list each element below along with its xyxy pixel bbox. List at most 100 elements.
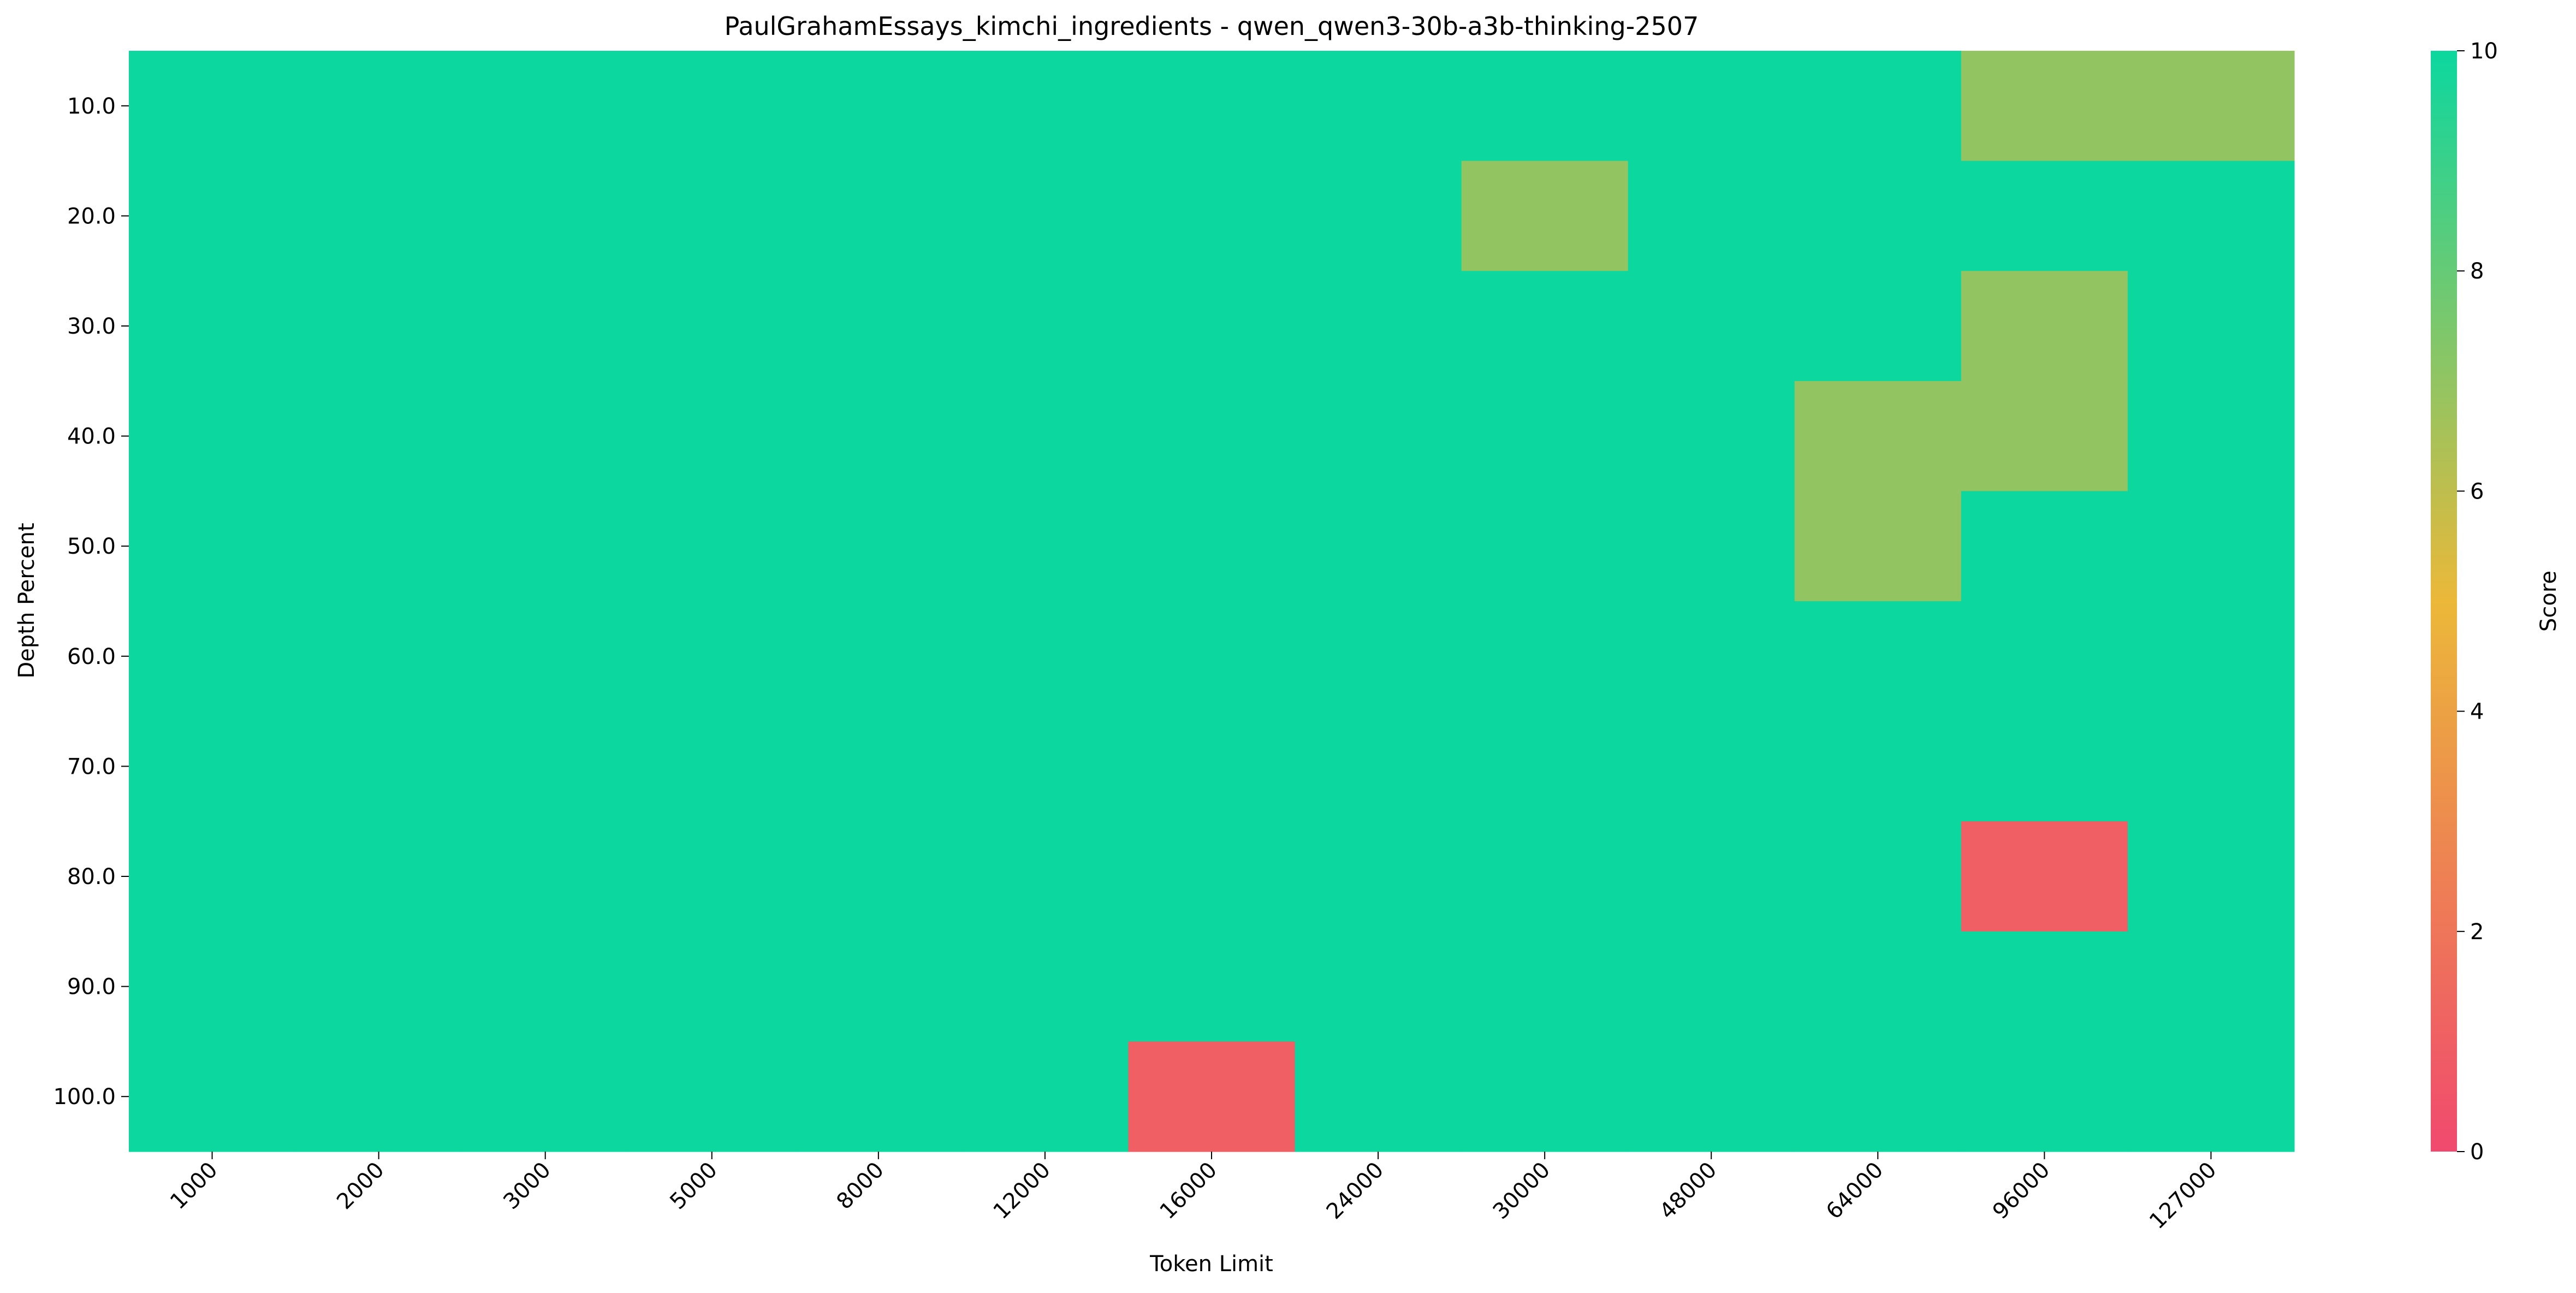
x-tick-label: 48000	[1655, 1158, 1722, 1225]
heatmap-cell	[628, 601, 796, 712]
heatmap-cell	[295, 51, 462, 162]
heatmap-cell	[1961, 931, 2128, 1042]
heatmap-cell	[129, 381, 296, 491]
x-tick-label: 24000	[1322, 1158, 1389, 1225]
heatmap-cell	[1794, 1041, 1962, 1152]
heatmap-cell	[1461, 161, 1629, 271]
heatmap-cell	[1128, 711, 1296, 822]
x-tick-label: 30000	[1488, 1158, 1556, 1225]
heatmap-cell	[129, 1041, 296, 1152]
heatmap-cell	[295, 271, 462, 382]
x-tick-label: 96000	[1988, 1158, 2055, 1225]
heatmap-cell	[129, 821, 296, 932]
heatmap-cell	[795, 491, 962, 602]
heatmap-cells	[129, 51, 2295, 1152]
heatmap-cell	[961, 931, 1129, 1042]
heatmap-cell	[295, 161, 462, 271]
heatmap-cell	[961, 271, 1129, 382]
heatmap-cell	[795, 1041, 962, 1152]
chart-title: PaulGrahamEssays_kimchi_ingredients - qw…	[725, 11, 1699, 41]
heatmap-cell	[1628, 381, 1795, 491]
heatmap-cell	[628, 931, 796, 1042]
heatmap-cell	[462, 821, 629, 932]
heatmap-cell	[129, 931, 296, 1042]
heatmap-cell	[2127, 601, 2295, 712]
x-tick-label: 8000	[832, 1158, 889, 1215]
x-axis-ticks: 1000 2000 3000 5000 8000 12000 16000 24000 30000…	[165, 1152, 2222, 1235]
heatmap-cell	[795, 601, 962, 712]
heatmap-cell	[1295, 161, 1462, 271]
heatmap-cell	[628, 491, 796, 602]
heatmap-cell	[1628, 601, 1795, 712]
heatmap-cell	[1295, 711, 1462, 822]
heatmap-cell	[1628, 821, 1795, 932]
heatmap-cell	[1961, 601, 2128, 712]
y-tick-label: 90.0	[67, 975, 116, 1000]
heatmap-cell	[1961, 271, 2128, 382]
heatmap-cell	[2127, 491, 2295, 602]
heatmap-cell	[1628, 491, 1795, 602]
heatmap-cell	[1128, 491, 1296, 602]
heatmap-cell	[1461, 601, 1629, 712]
heatmap-cell	[628, 1041, 796, 1152]
colorbar-tick-label: 4	[2470, 699, 2484, 725]
heatmap-cell	[1128, 161, 1296, 271]
heatmap-cell	[795, 821, 962, 932]
heatmap-cell	[1295, 51, 1462, 162]
heatmap-cell	[462, 271, 629, 382]
colorbar	[2431, 51, 2457, 1152]
heatmap-cell	[795, 161, 962, 271]
heatmap-cell	[1628, 51, 1795, 162]
y-tick-label: 20.0	[67, 204, 116, 229]
heatmap-cell	[1961, 381, 2128, 491]
heatmap-cell	[462, 381, 629, 491]
x-tick-label: 127000	[2145, 1158, 2222, 1235]
heatmap-cell	[628, 711, 796, 822]
heatmap-cell	[1295, 931, 1462, 1042]
colorbar-ticks: 0 2 4 6 8 10	[2457, 39, 2498, 1165]
heatmap-cell	[129, 51, 296, 162]
y-tick-label: 10.0	[67, 94, 116, 119]
heatmap-cell	[1628, 271, 1795, 382]
heatmap-cell	[1461, 711, 1629, 822]
y-tick-label: 100.0	[53, 1084, 116, 1110]
heatmap-cell	[628, 161, 796, 271]
x-tick-label: 64000	[1821, 1158, 1889, 1225]
heatmap-cell	[1794, 51, 1962, 162]
x-tick-label: 16000	[1155, 1158, 1222, 1225]
heatmap-cell	[129, 601, 296, 712]
y-tick-label: 70.0	[67, 754, 116, 779]
x-tick-label: 1000	[165, 1158, 223, 1215]
heatmap-cell	[1461, 821, 1629, 932]
heatmap-cell	[961, 1041, 1129, 1152]
heatmap-cell	[462, 711, 629, 822]
heatmap-cell	[462, 161, 629, 271]
heatmap-cell	[1961, 51, 2128, 162]
heatmap-cell	[961, 821, 1129, 932]
heatmap-cell	[961, 51, 1129, 162]
heatmap-cell	[1961, 711, 2128, 822]
heatmap-cell	[1461, 51, 1629, 162]
heatmap-cell	[295, 1041, 462, 1152]
heatmap-cell	[1128, 821, 1296, 932]
heatmap-cell	[1295, 601, 1462, 712]
heatmap-cell	[462, 51, 629, 162]
heatmap-cell	[1628, 1041, 1795, 1152]
heatmap-cell	[1961, 821, 2128, 932]
heatmap-cell	[1461, 491, 1629, 602]
heatmap-cell	[295, 821, 462, 932]
heatmap-cell	[1628, 161, 1795, 271]
y-tick-label: 30.0	[67, 314, 116, 339]
colorbar-tick-label: 0	[2470, 1140, 2484, 1165]
heatmap-cell	[129, 491, 296, 602]
heatmap-cell	[1128, 51, 1296, 162]
heatmap-cell	[462, 601, 629, 712]
heatmap-cell	[1794, 931, 1962, 1042]
heatmap-cell	[295, 601, 462, 712]
x-tick-label: 12000	[988, 1158, 1055, 1225]
heatmap-cell	[1961, 491, 2128, 602]
heatmap-cell	[2127, 711, 2295, 822]
y-tick-label: 80.0	[67, 864, 116, 889]
heatmap-cell	[1128, 1041, 1296, 1152]
heatmap-cell	[129, 711, 296, 822]
